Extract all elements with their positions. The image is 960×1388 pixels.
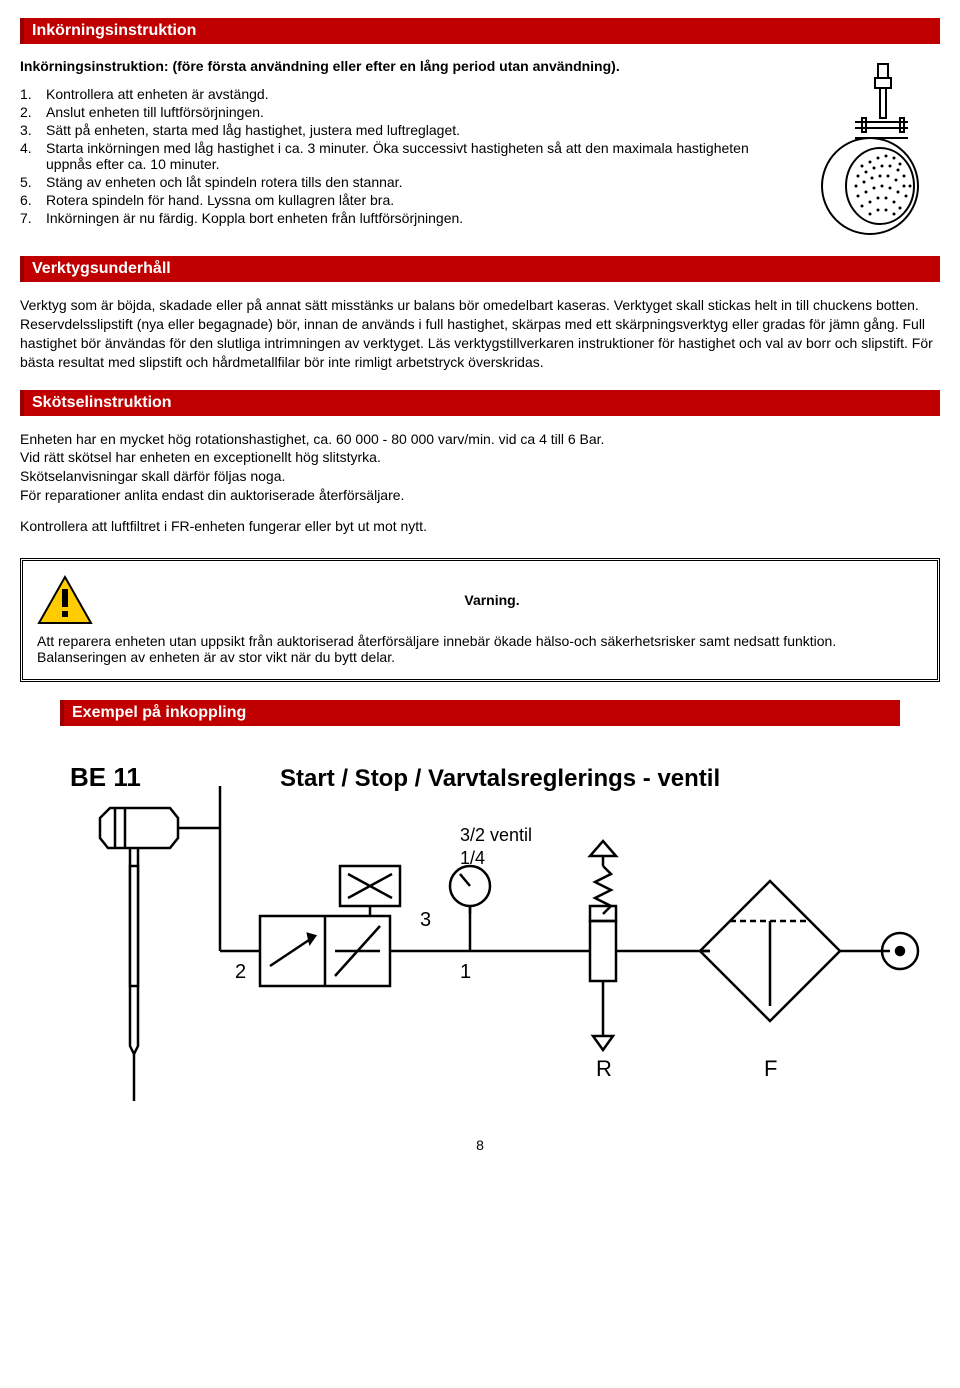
step: Stäng av enheten och låt spindeln rotera…	[46, 174, 402, 190]
skotsel-line: Enheten har en mycket hög rotationshasti…	[20, 430, 940, 449]
section-header-skotsel: Skötselinstruktion	[20, 390, 940, 416]
diagram-label-be11: BE 11	[70, 762, 141, 792]
skotsel-line: För reparationer anlita endast din aukto…	[20, 486, 940, 505]
step: Kontrollera att enheten är avstängd.	[46, 86, 269, 102]
diagram-label-startstop: Start / Stop / Varvtalsreglerings - vent…	[280, 765, 720, 792]
diagram-label-ventil1: 3/2 ventil	[460, 825, 532, 845]
diagram-label-f: F	[764, 1056, 777, 1081]
page-number: 8	[20, 1137, 940, 1153]
skotsel-extra: Kontrollera att luftfiltret i FR-enheten…	[20, 517, 940, 536]
verktyg-body: Verktyg som är böjda, skadade eller på a…	[20, 296, 940, 372]
warning-box: Varning. Att reparera enheten utan uppsi…	[20, 558, 940, 682]
section-header-verktyg: Verktygsunderhåll	[20, 256, 940, 282]
step: Starta inkörningen med låg hastighet i c…	[46, 140, 780, 172]
skotsel-line: Skötselanvisningar skall därför följas n…	[20, 467, 940, 486]
inkorning-intro: Inkörningsinstruktion: (före första anvä…	[20, 58, 780, 74]
inkorning-content: Inkörningsinstruktion: (före första anvä…	[20, 58, 940, 238]
diagram-label-n1: 1	[460, 961, 471, 983]
section-header-exempel: Exempel på inkoppling	[60, 700, 900, 726]
step: Anslut enheten till luftförsörjningen.	[46, 104, 264, 120]
diagram-label-n3: 3	[420, 909, 431, 931]
connection-diagram: BE 11 Start / Stop / Varvtalsreglerings …	[20, 746, 940, 1109]
section-header-inkorning: Inkörningsinstruktion	[20, 18, 940, 44]
warning-body: Att reparera enheten utan uppsikt från a…	[37, 633, 923, 665]
diagram-label-ventil2: 1/4	[460, 848, 485, 868]
skotsel-line: Vid rätt skötsel har enheten en exceptio…	[20, 448, 940, 467]
warning-title: Varning.	[121, 592, 863, 608]
diagram-label-n2: 2	[235, 961, 246, 983]
diagram-label-r: R	[596, 1056, 612, 1081]
skotsel-body: Enheten har en mycket hög rotationshasti…	[20, 430, 940, 506]
turbine-unit-icon	[800, 58, 940, 238]
step: Inkörningen är nu färdig. Koppla bort en…	[46, 210, 463, 226]
step: Rotera spindeln för hand. Lyssna om kull…	[46, 192, 394, 208]
warning-triangle-icon	[37, 575, 93, 625]
inkorning-steps: 1.Kontrollera att enheten är avstängd. 2…	[20, 86, 780, 226]
step: Sätt på enheten, starta med låg hastighe…	[46, 122, 460, 138]
